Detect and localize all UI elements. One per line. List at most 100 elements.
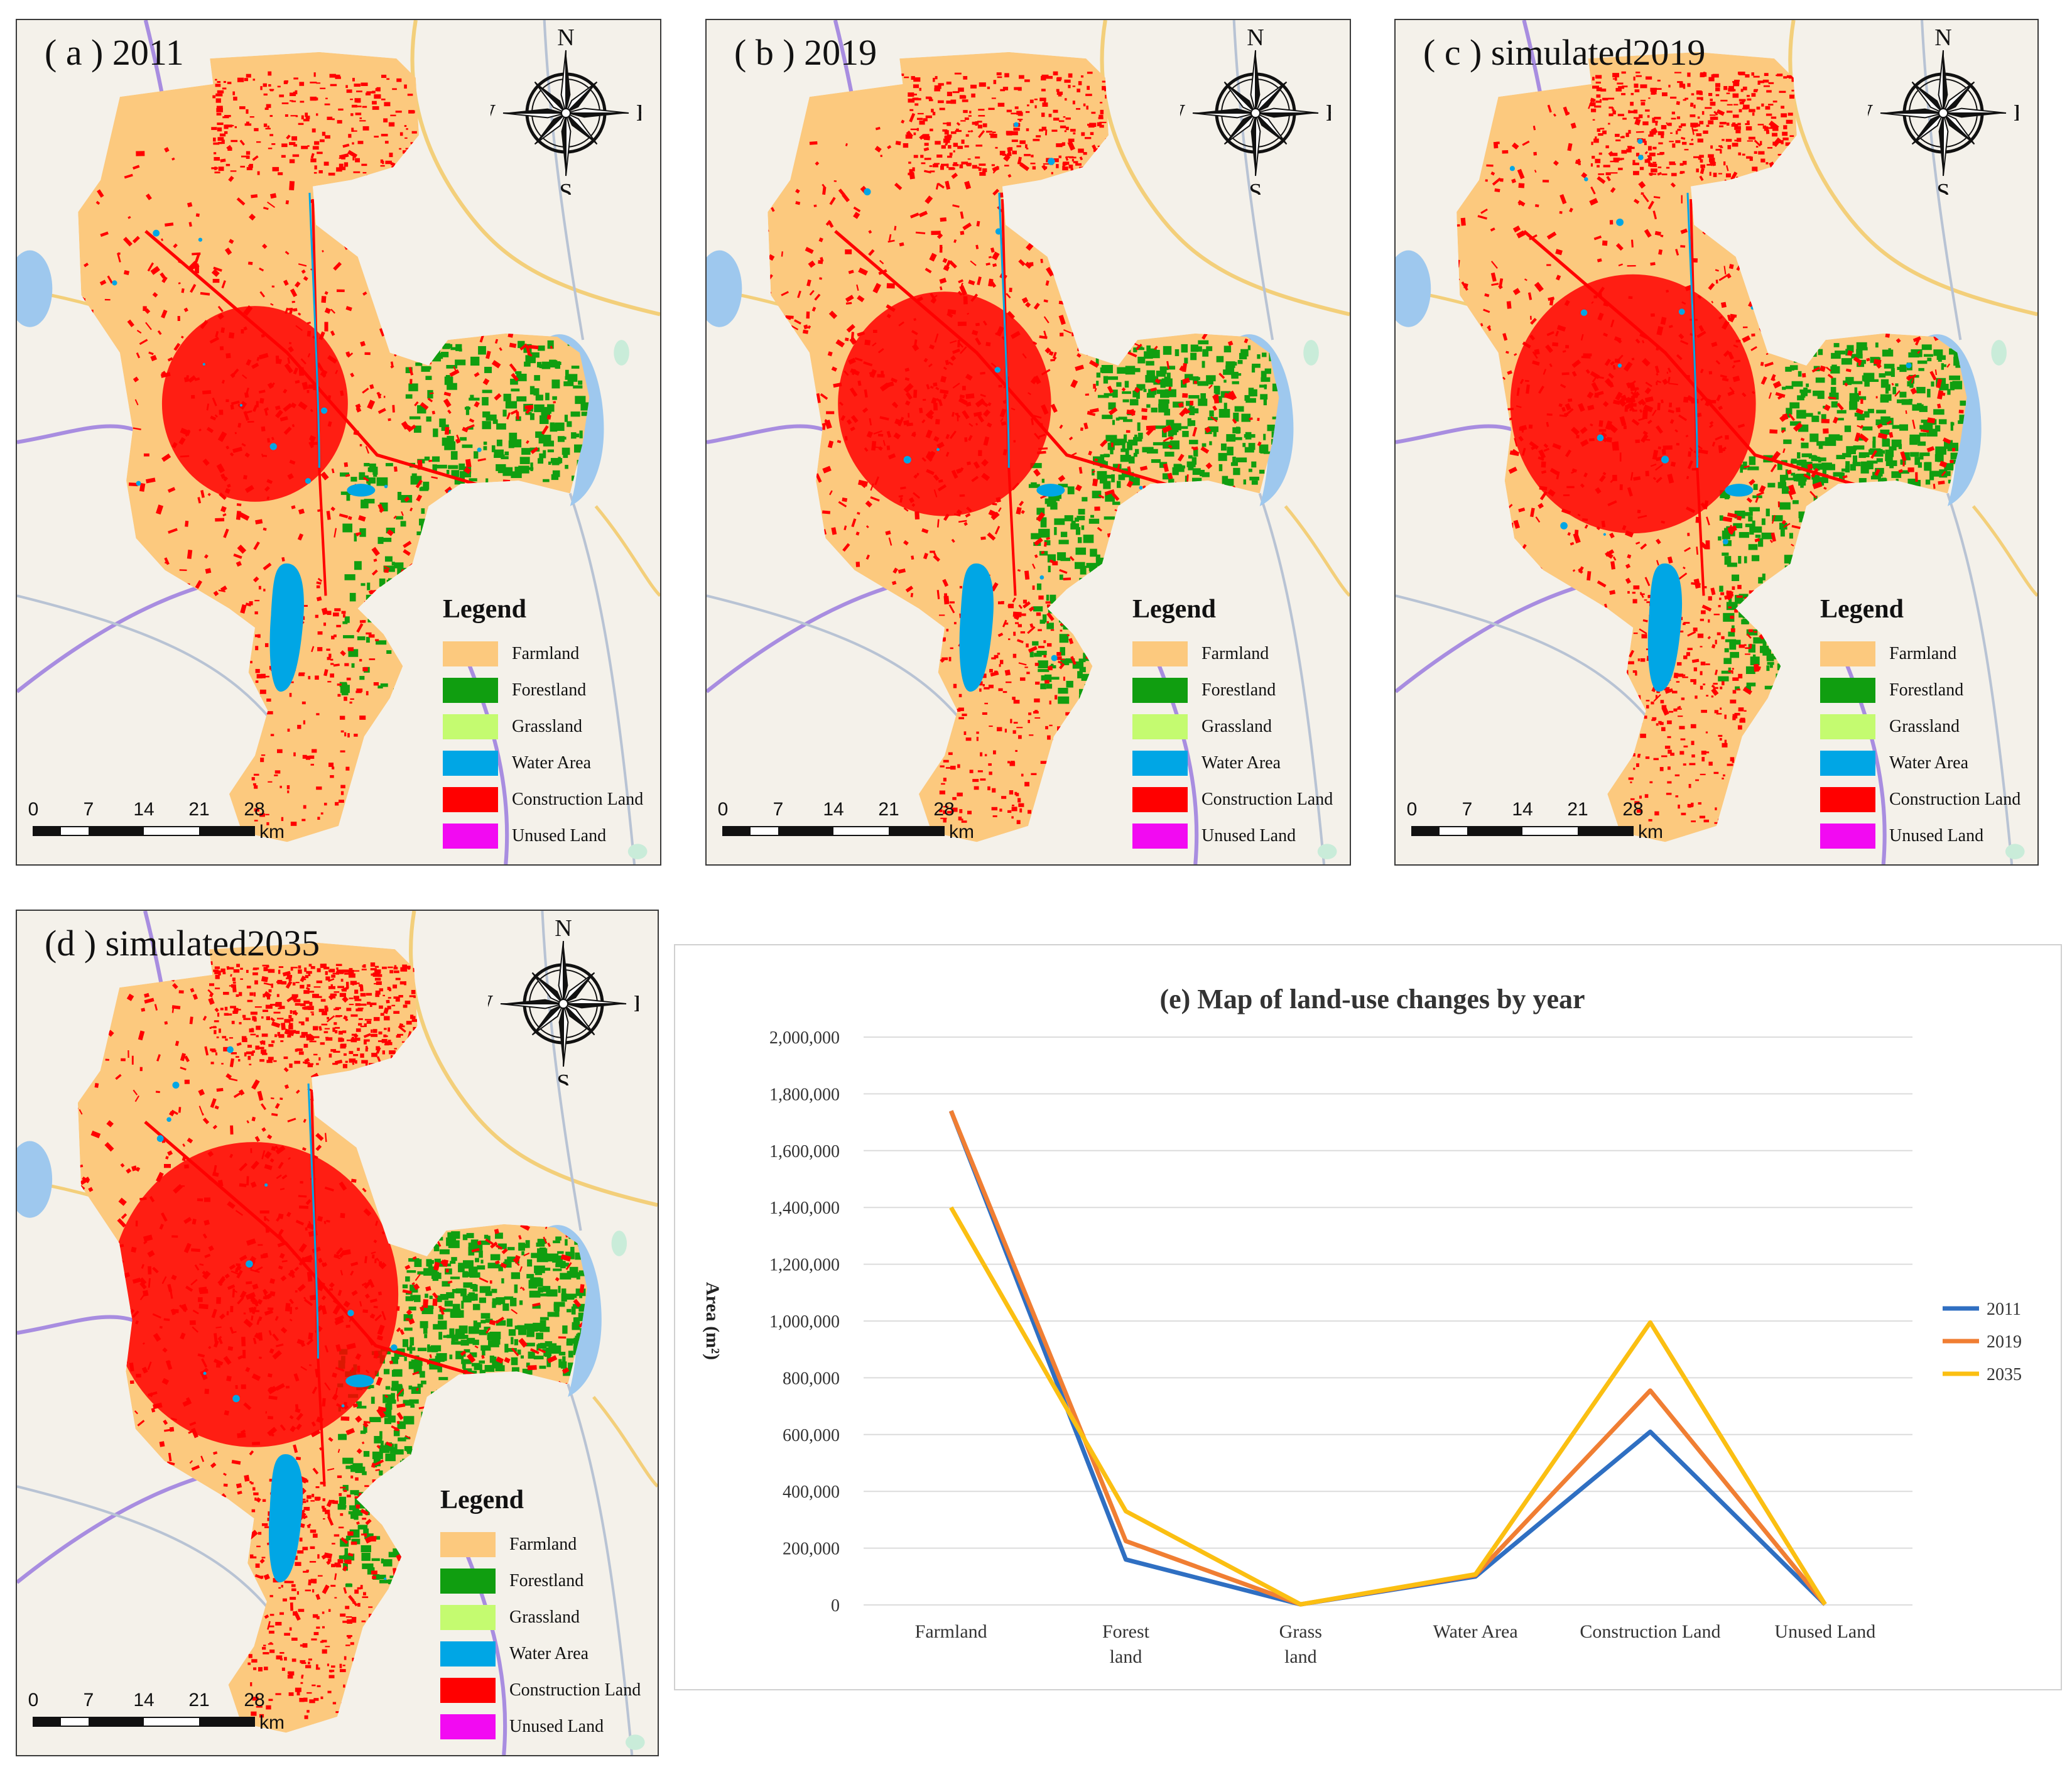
legend-item: Construction Land: [1132, 781, 1333, 818]
map-panel-c: ( c ) simulated2019 N S E W Legend Farmland For…: [1394, 19, 2039, 866]
scale-tick-label: 0: [28, 1690, 38, 1710]
legend-label: Grassland: [1889, 717, 1960, 736]
north-arrow-compass-icon: N S E W: [1850, 24, 2028, 205]
water-bodies: [156, 1018, 529, 1583]
y-axis-label: Area (m²): [702, 1282, 723, 1360]
legend-label: Farmland: [512, 644, 580, 663]
compass-w-label: W: [1180, 100, 1185, 126]
legend-swatch: [440, 1714, 496, 1739]
north-arrow-compass-icon: N S E W: [473, 24, 651, 205]
map-legend: Legend Farmland Forestland Grassland Water A…: [443, 594, 643, 854]
legend-label: Water Area: [512, 753, 591, 773]
compass-e-label: E: [2014, 100, 2019, 126]
legend-item: Grassland: [443, 709, 643, 745]
legend-label: Farmland: [509, 1535, 577, 1554]
scale-tick-label: 7: [1462, 799, 1473, 820]
compass-s-label: S: [1249, 179, 1262, 195]
legend-item: Water Area: [1820, 745, 2020, 781]
scale-bar: 0 7 14 21 28 km: [28, 797, 317, 856]
legend-label: Forestland: [1201, 680, 1276, 700]
scale-tick-label: 0: [28, 799, 38, 820]
compass-n-label: N: [1934, 25, 1951, 51]
x-tick-label: land: [1110, 1646, 1142, 1667]
scale-unit: km: [259, 822, 285, 842]
x-tick-label: Construction Land: [1580, 1621, 1720, 1642]
legend-item: Construction Land: [440, 1672, 641, 1709]
map-canvas: [707, 20, 1350, 864]
map-legend: Legend Farmland Forestland Grassland Water A…: [440, 1485, 641, 1745]
legend-item: Farmland: [443, 636, 643, 672]
legend-swatch: [1820, 751, 1875, 776]
y-tick-label: 200,000: [783, 1540, 840, 1559]
north-arrow-compass-icon: N S E W: [470, 915, 648, 1096]
reservoir: [959, 563, 994, 692]
scale-tick-label: 14: [133, 1690, 154, 1710]
scale-tick-label: 7: [84, 799, 94, 820]
legend-item: Grassland: [1132, 709, 1333, 745]
legend-label: Forestland: [512, 680, 587, 700]
scale-bar: 0 7 14 21 28 km: [1407, 797, 1696, 856]
scale-tick-label: 28: [244, 1690, 264, 1710]
legend-title: Legend: [1132, 595, 1217, 624]
chart-legend-label: 2019: [1987, 1332, 2022, 1352]
legend-swatch: [443, 678, 498, 703]
series-line-2019: [948, 1110, 1827, 1607]
legend-item: Construction Land: [1820, 781, 2020, 818]
legend-swatch: [440, 1678, 496, 1703]
compass-e-label: E: [634, 991, 639, 1017]
scale-tick-label: 28: [1622, 799, 1643, 820]
legend-title: Legend: [443, 595, 527, 624]
x-tick-label: land: [1284, 1646, 1317, 1667]
legend-swatch: [1820, 641, 1875, 666]
legend-swatch: [443, 787, 498, 812]
scale-bar: 0 7 14 21 28 km: [718, 797, 1007, 856]
map-canvas: [17, 20, 660, 864]
legend-swatch: [1132, 714, 1188, 739]
y-tick-label: 1,800,000: [769, 1085, 840, 1104]
legend-item: Water Area: [1132, 745, 1333, 781]
line-chart: (e) Map of land-use changes by year 0 200,…: [702, 984, 2022, 1667]
y-tick-label: 1,000,000: [769, 1312, 840, 1332]
map-title: ( a ) 2011: [45, 32, 184, 73]
legend-label: Grassland: [512, 717, 582, 736]
legend-item: Forestland: [443, 672, 643, 709]
scale-tick-label: 0: [1407, 799, 1417, 820]
y-tick-label: 800,000: [783, 1369, 840, 1388]
north-arrow-compass-icon: N S E W: [1163, 24, 1340, 205]
legend-item: Farmland: [1132, 636, 1333, 672]
chart-legend-label: 2011: [1987, 1300, 2021, 1319]
legend-swatch: [440, 1605, 496, 1630]
scale-tick-label: 21: [878, 799, 899, 820]
scale-unit: km: [1638, 822, 1663, 842]
x-tick-label: Unused Land: [1774, 1621, 1875, 1642]
legend-swatch: [1132, 787, 1188, 812]
compass-n-label: N: [1247, 25, 1264, 51]
legend-swatch: [443, 751, 498, 776]
scale-tick-label: 14: [823, 799, 843, 820]
scale-bar: 0 7 14 21 28 km: [28, 1687, 317, 1747]
legend-swatch: [1820, 787, 1875, 812]
reservoir: [268, 1454, 303, 1583]
y-tick-label: 600,000: [783, 1426, 840, 1445]
legend-label: Unused Land: [1201, 826, 1296, 845]
scale-tick-label: 28: [933, 799, 954, 820]
compass-s-label: S: [559, 179, 572, 195]
legend-swatch: [440, 1641, 496, 1666]
legend-item: Forestland: [440, 1563, 641, 1599]
compass-n-label: N: [557, 25, 574, 51]
map-canvas: [1396, 20, 2037, 864]
chart-panel: (e) Map of land-use changes by year 0 200,…: [674, 944, 2062, 1690]
land-use-region: [78, 52, 590, 842]
legend-swatch: [1820, 714, 1875, 739]
reservoir: [1647, 563, 1683, 692]
legend-item: Unused Land: [440, 1709, 641, 1745]
legend-label: Construction Land: [512, 790, 644, 809]
map-canvas: [17, 911, 658, 1755]
legend-swatch: [1132, 641, 1188, 666]
compass-w-label: W: [488, 991, 493, 1017]
y-tick-label: 400,000: [783, 1482, 840, 1502]
compass-n-label: N: [555, 916, 572, 942]
scale-tick-label: 7: [84, 1690, 94, 1710]
legend-label: Grassland: [1201, 717, 1272, 736]
legend-swatch: [443, 824, 498, 849]
